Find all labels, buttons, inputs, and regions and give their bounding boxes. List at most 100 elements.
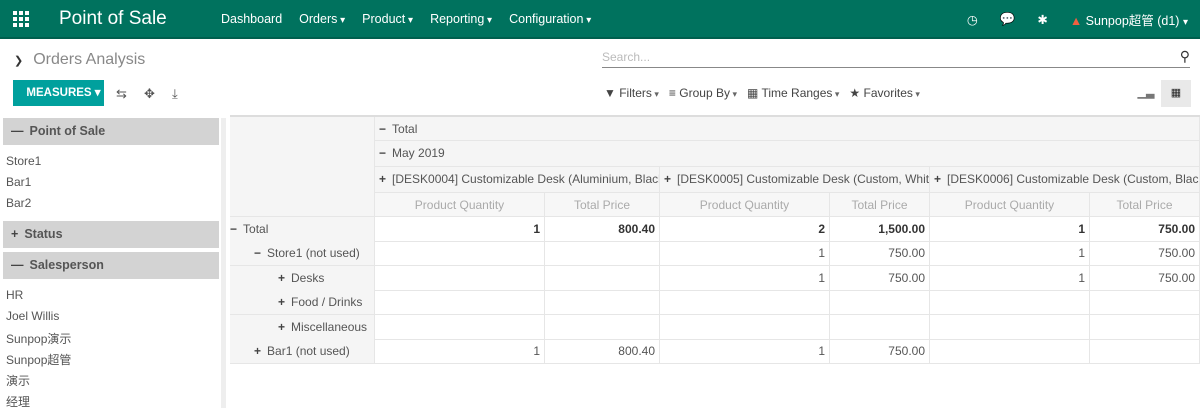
filter-label: Group By (679, 86, 730, 100)
measure-header[interactable]: Total Price (1090, 193, 1200, 217)
measure-header[interactable]: Total Price (830, 193, 930, 217)
filter-label: Filters (619, 86, 652, 100)
search-icon[interactable]: ⚲ (1179, 48, 1190, 64)
bug-icon[interactable]: ✱ (1037, 13, 1048, 27)
scrollbar[interactable] (221, 118, 226, 408)
table-cell (930, 290, 1090, 316)
user-menu[interactable]: ▲ Sunpop超管 (d1) ▾ (1069, 14, 1188, 28)
menu-item-reporting[interactable]: Reporting (430, 12, 492, 26)
plus-icon: + (11, 227, 19, 241)
groupby-panel: ❯ Orders Analysis MEASURES ▾ ⇆ ✥ ⤓ — Point… (0, 40, 230, 415)
plus-icon: + (278, 270, 286, 285)
group-item[interactable]: Sunpop超管 (6, 353, 72, 367)
measures-button[interactable]: MEASURES ▾ (13, 80, 104, 106)
filter-button-0[interactable]: ▼ Filters (604, 86, 659, 100)
table-cell: 750.00 (830, 339, 930, 364)
table-cell (930, 314, 1090, 340)
expand-all-icon[interactable]: ✥ (144, 86, 155, 101)
group-header[interactable]: — Salesperson (3, 252, 219, 279)
group-item[interactable]: HR (6, 288, 24, 302)
download-icon[interactable]: ⤓ (172, 86, 178, 101)
measure-header[interactable]: Total Price (545, 193, 660, 217)
table-cell: 1 (375, 339, 545, 364)
minus-icon: − (379, 146, 387, 160)
group-item[interactable]: 经理 (6, 395, 31, 409)
app-title: Point of Sale (59, 8, 167, 29)
col-header-total[interactable]: − Total (375, 117, 1200, 141)
filter-label: Time Ranges (761, 86, 833, 100)
table-cell: 1 (930, 217, 1090, 242)
row-header[interactable]: − Store1 (not used) (230, 241, 375, 267)
plus-icon: + (934, 172, 942, 186)
divider (0, 115, 1200, 117)
col-header-product[interactable]: + [DESK0006] Customizable Desk (Custom, B… (930, 167, 1200, 193)
measure-header[interactable]: Product Quantity (930, 193, 1090, 217)
col-header-product[interactable]: + [DESK0005] Customizable Desk (Custom, W… (660, 167, 930, 193)
menu-item-dashboard[interactable]: Dashboard (221, 12, 283, 26)
pivot-view-icon[interactable]: ▦ (1161, 80, 1191, 107)
search-options: ▼ Filters ≡ Group By ▦ Time Ranges ★ Favori… (604, 86, 920, 100)
table-cell: 1 (930, 265, 1090, 291)
main-menu: Dashboard Orders Product Reporting Configura… (221, 12, 591, 26)
row-header[interactable]: + Bar1 (not used) (230, 339, 375, 364)
measure-header[interactable]: Product Quantity (375, 193, 545, 217)
row-header[interactable]: + Miscellaneous (230, 314, 375, 340)
panel-title-text: Orders Analysis (33, 51, 146, 68)
clock-icon[interactable]: ◷ (966, 13, 978, 27)
filter-icon: ▼ (604, 86, 620, 100)
search-input[interactable]: Search... ⚲ (602, 48, 1190, 68)
plus-icon: + (278, 295, 286, 310)
group-item[interactable]: Bar1 (6, 175, 32, 189)
col-header-month[interactable]: − May 2019 (375, 141, 1200, 167)
group-header[interactable]: + Status (3, 221, 219, 248)
row-header[interactable]: − Total (230, 217, 375, 242)
group-item[interactable]: Bar2 (6, 196, 32, 210)
group-item[interactable]: Store1 (6, 154, 42, 168)
table-cell (830, 314, 930, 340)
table-cell: 1 (660, 241, 830, 267)
panel-title[interactable]: ❯ Orders Analysis (14, 51, 145, 69)
top-navbar: Point of Sale Dashboard Orders Product Repo… (0, 0, 1200, 39)
table-cell: 800.40 (545, 339, 660, 364)
calendar-icon: ▦ (747, 86, 762, 100)
measure-header[interactable]: Product Quantity (660, 193, 830, 217)
table-cell (545, 314, 660, 340)
row-header[interactable]: + Food / Drinks (230, 290, 375, 316)
group-item[interactable]: 演示 (6, 374, 31, 388)
user-avatar-icon: ▲ (1069, 14, 1083, 28)
pivot-corner (230, 117, 375, 217)
filter-button-2[interactable]: ▦ Time Ranges (747, 86, 839, 100)
table-cell: 750.00 (1090, 265, 1200, 291)
table-cell: 1 (375, 217, 545, 242)
col-header-product[interactable]: + [DESK0004] Customizable Desk (Aluminium… (375, 167, 660, 193)
menu-item-orders[interactable]: Orders (299, 12, 345, 26)
apps-menu-icon[interactable] (13, 11, 31, 27)
minus-icon: − (230, 222, 238, 236)
group-header[interactable]: — Point of Sale (3, 118, 219, 145)
graph-view-icon[interactable]: ▁▃ (1137, 87, 1155, 99)
menu-item-product[interactable]: Product (362, 12, 413, 26)
star-icon: ★ (849, 86, 864, 100)
plus-icon: + (664, 172, 672, 186)
group-item[interactable]: Joel Willis (6, 309, 60, 323)
table-cell: 750.00 (830, 241, 930, 267)
filter-button-1[interactable]: ≡ Group By (669, 86, 737, 100)
table-cell (375, 314, 545, 340)
table-cell (1090, 314, 1200, 340)
minus-icon: − (254, 246, 262, 261)
row-header[interactable]: + Desks (230, 265, 375, 291)
flip-axis-icon[interactable]: ⇆ (116, 86, 127, 101)
chat-icon[interactable]: 💬 (999, 12, 1016, 26)
filter-button-3[interactable]: ★ Favorites (849, 86, 919, 100)
table-cell (660, 290, 830, 316)
table-cell (375, 290, 545, 316)
table-cell (930, 339, 1090, 364)
table-cell: 1,500.00 (830, 217, 930, 242)
group-label: Status (24, 227, 63, 241)
group-item[interactable]: Sunpop演示 (6, 332, 72, 346)
table-cell: 750.00 (830, 265, 930, 291)
table-cell: 750.00 (1090, 241, 1200, 267)
menu-item-configuration[interactable]: Configuration (509, 12, 591, 26)
chevron-down-icon: ❯ (14, 55, 24, 67)
filter-label: Favorites (863, 86, 913, 100)
